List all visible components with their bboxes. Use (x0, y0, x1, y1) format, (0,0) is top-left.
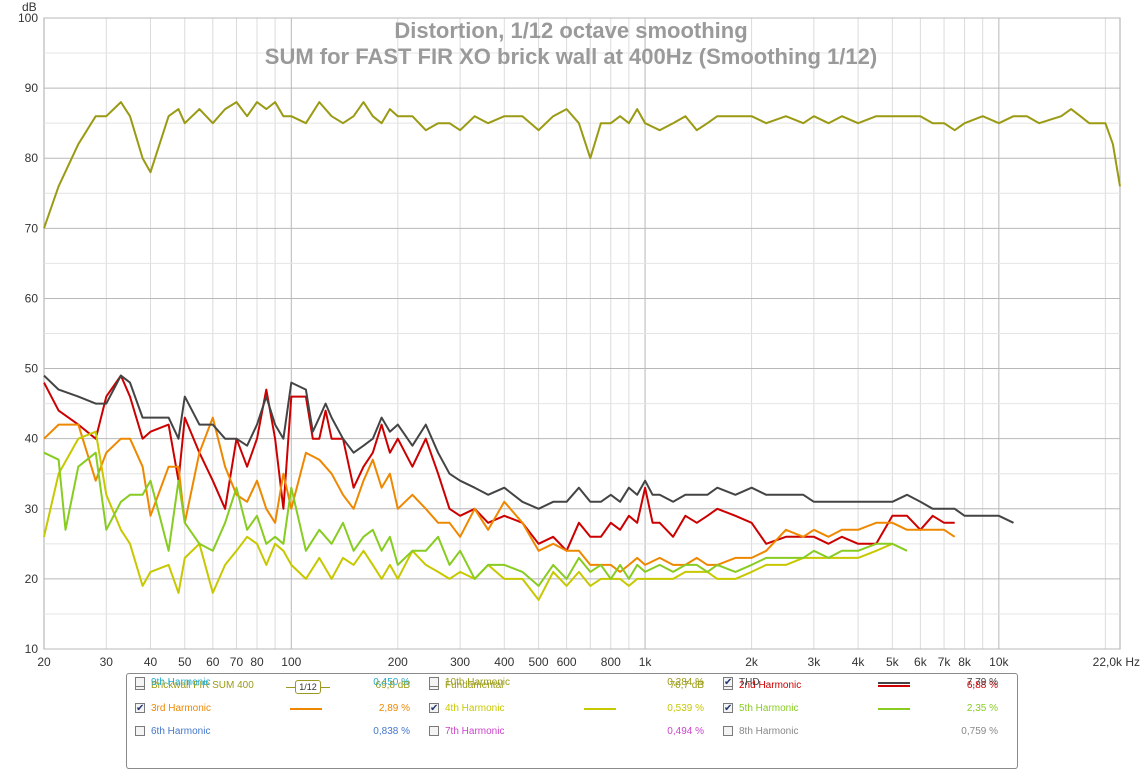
legend-item-10th-harmonic: 10th Harmonic 0,284 % (429, 674, 714, 692)
legend-checkbox-9th-harmonic[interactable] (135, 677, 145, 687)
legend-value: 0,494 % (667, 726, 704, 737)
chart-title: Distortion, 1/12 octave smoothing (394, 18, 747, 43)
legend-value: 0,838 % (373, 726, 410, 737)
y-tick-label: 50 (25, 362, 39, 376)
legend-panel: Brickwall FIR SUM 400 1/12 69,8 dB Fundamen… (126, 673, 1018, 769)
x-tick-label: 800 (601, 655, 621, 669)
legend-label: 10th Harmonic (445, 677, 511, 688)
x-tick-label: 300 (450, 655, 470, 669)
x-tick-label: 500 (529, 655, 549, 669)
legend-swatch-line (878, 685, 910, 687)
legend-item-thd: THD 7,79 % (723, 674, 1008, 692)
legend-value: 0,450 % (373, 677, 410, 688)
y-tick-label: 60 (25, 291, 39, 305)
series-line-2nd-harmonic (43, 374, 955, 552)
x-tick-label: 3k (808, 655, 822, 669)
x-tick-label: 7k (938, 655, 952, 669)
legend-checkbox-8th-harmonic[interactable] (723, 726, 733, 736)
y-tick-label: 40 (25, 432, 39, 446)
x-tick-label: 600 (557, 655, 577, 669)
x-tick-label: 22,0k Hz (1093, 655, 1140, 669)
y-tick-label: 90 (25, 81, 39, 95)
legend-checkbox-6th-harmonic[interactable] (135, 726, 145, 736)
x-tick-label: 10k (989, 655, 1009, 669)
legend-value: 0,759 % (961, 726, 998, 737)
x-tick-label: 50 (178, 655, 192, 669)
legend-item-8th-harmonic: 8th Harmonic 0,759 % (723, 723, 1008, 741)
legend-value: 7,79 % (966, 677, 998, 688)
x-tick-label: 8k (958, 655, 972, 669)
legend-value: 70,7 dB (669, 680, 704, 691)
legend-label: THD (739, 677, 760, 688)
legend-item-9th-harmonic: 9th Harmonic 0,450 % (135, 674, 420, 692)
x-tick-label: 6k (914, 655, 928, 669)
x-tick-label: 100 (281, 655, 301, 669)
y-tick-label: 80 (25, 151, 39, 165)
chart-subtitle: SUM for FAST FIR XO brick wall at 400Hz … (265, 44, 877, 69)
smoothing-badge[interactable]: 1/12 (286, 680, 330, 694)
series-line-4th-harmonic (43, 430, 893, 601)
series-line-thd (43, 374, 1014, 524)
legend-label: 3rd Harmonic (151, 703, 212, 714)
legend-swatch-line (878, 682, 910, 684)
legend-value: 0,284 % (667, 677, 704, 688)
x-tick-label: 1k (639, 655, 653, 669)
series-line-brickwall-fir-sum-400 (43, 101, 1121, 229)
legend-item-7th-harmonic: 7th Harmonic 0,494 % (429, 723, 714, 741)
legend-item-5th-harmonic: 5th Harmonic 2,35 % (723, 700, 1008, 718)
series-layer (43, 101, 1121, 601)
legend-value: 69,8 dB (375, 680, 410, 691)
legend-checkbox-3rd-harmonic[interactable] (135, 700, 145, 718)
x-tick-label: 20 (37, 655, 51, 669)
legend-checkbox-thd[interactable] (723, 674, 733, 692)
legend-swatch-line (584, 708, 616, 710)
legend-value: 6,88 % (966, 680, 998, 691)
x-tick-label: 2k (745, 655, 759, 669)
legend-value: 2,89 % (378, 703, 410, 714)
legend-label: 6th Harmonic (151, 726, 211, 737)
x-tick-label: 80 (250, 655, 264, 669)
x-tick-label: 60 (206, 655, 220, 669)
legend-label: 7th Harmonic (445, 726, 505, 737)
legend-checkbox-7th-harmonic[interactable] (429, 726, 439, 736)
legend-item-3rd-harmonic: 3rd Harmonic 2,89 % (135, 700, 420, 718)
legend-label: 5th Harmonic (739, 703, 799, 714)
legend-checkbox-10th-harmonic[interactable] (429, 677, 439, 687)
legend-label: 2nd Harmonic (739, 680, 802, 691)
legend-label: 8th Harmonic (739, 726, 799, 737)
x-tick-label: 5k (886, 655, 900, 669)
y-tick-label: 10 (25, 642, 39, 656)
x-tick-label: 70 (230, 655, 244, 669)
y-tick-label: 70 (25, 221, 39, 235)
legend-checkbox-5th-harmonic[interactable] (723, 700, 733, 718)
x-tick-label: 400 (494, 655, 514, 669)
x-tick-label: 40 (144, 655, 158, 669)
x-tick-label: 4k (852, 655, 866, 669)
x-tick-label: 30 (100, 655, 114, 669)
y-tick-label: 100 (18, 11, 38, 25)
y-tick-label: 20 (25, 572, 39, 586)
legend-item-4th-harmonic: 4th Harmonic 0,539 % (429, 700, 714, 718)
y-axis-label: dB (22, 0, 37, 14)
legend-label: 4th Harmonic (445, 703, 505, 714)
legend-value: 0,539 % (667, 703, 704, 714)
legend-label: Fundamental (445, 680, 504, 691)
legend-swatch-line (290, 708, 322, 710)
legend-checkbox-4th-harmonic[interactable] (429, 700, 439, 718)
legend-label: Brickwall FIR SUM 400 (151, 680, 254, 691)
legend-label: 9th Harmonic (151, 677, 211, 688)
series-line-3rd-harmonic (43, 416, 956, 573)
legend-swatch-line (878, 708, 910, 710)
y-tick-label: 30 (25, 502, 39, 516)
series-line-5th-harmonic (43, 451, 908, 587)
x-tick-label: 200 (388, 655, 408, 669)
legend-value: 2,35 % (966, 703, 998, 714)
legend-item-6th-harmonic: 6th Harmonic 0,838 % (135, 723, 420, 741)
